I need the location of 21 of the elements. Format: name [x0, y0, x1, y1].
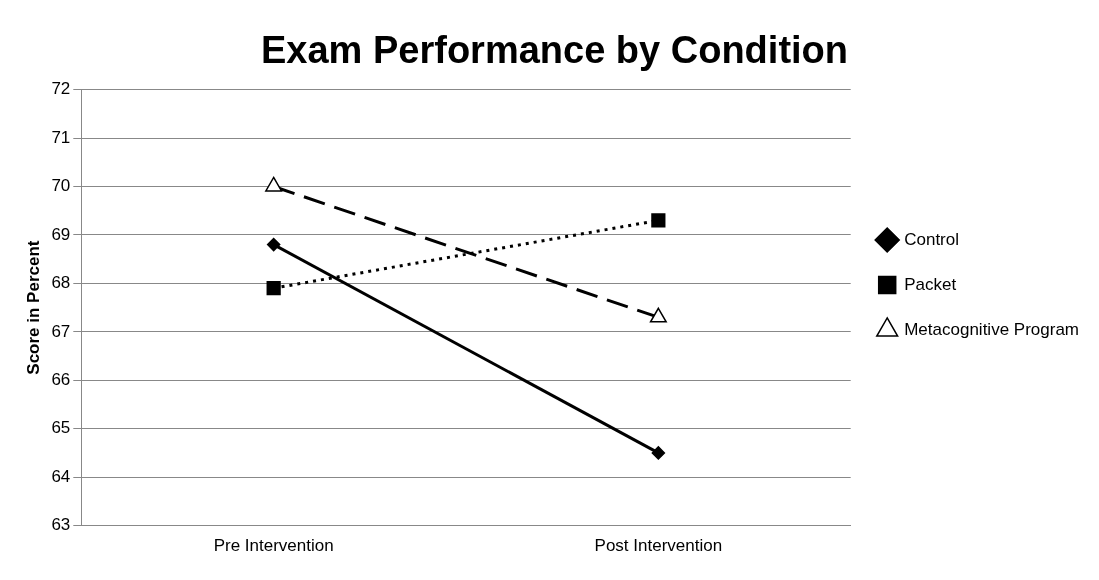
point: [651, 446, 666, 460]
point: [266, 281, 281, 296]
y-tick-label: 68: [51, 273, 71, 293]
y-tick-label: 66: [51, 369, 71, 389]
chart-title: Exam Performance by Condition: [260, 29, 849, 72]
y-tick-label: 64: [51, 466, 71, 486]
y-tick-label: 63: [51, 515, 71, 535]
y-axis-title: Score in Percent: [23, 240, 43, 375]
y-tick-label: 72: [51, 79, 71, 99]
point: [266, 237, 281, 252]
x-tick-label: Post Intervention: [594, 536, 723, 556]
legend-label: Metacognitive Program: [904, 319, 1080, 339]
legend-label: Control: [904, 229, 960, 249]
legend-label: Packet: [904, 274, 957, 294]
point: [651, 213, 666, 228]
y-tick-label: 71: [51, 127, 71, 147]
y-tick-label: 65: [51, 418, 71, 438]
y-tick-label: 69: [51, 224, 71, 244]
y-tick-label: 67: [51, 321, 71, 341]
x-tick-label: Pre Intervention: [213, 536, 334, 556]
y-tick-label: 70: [51, 176, 71, 196]
